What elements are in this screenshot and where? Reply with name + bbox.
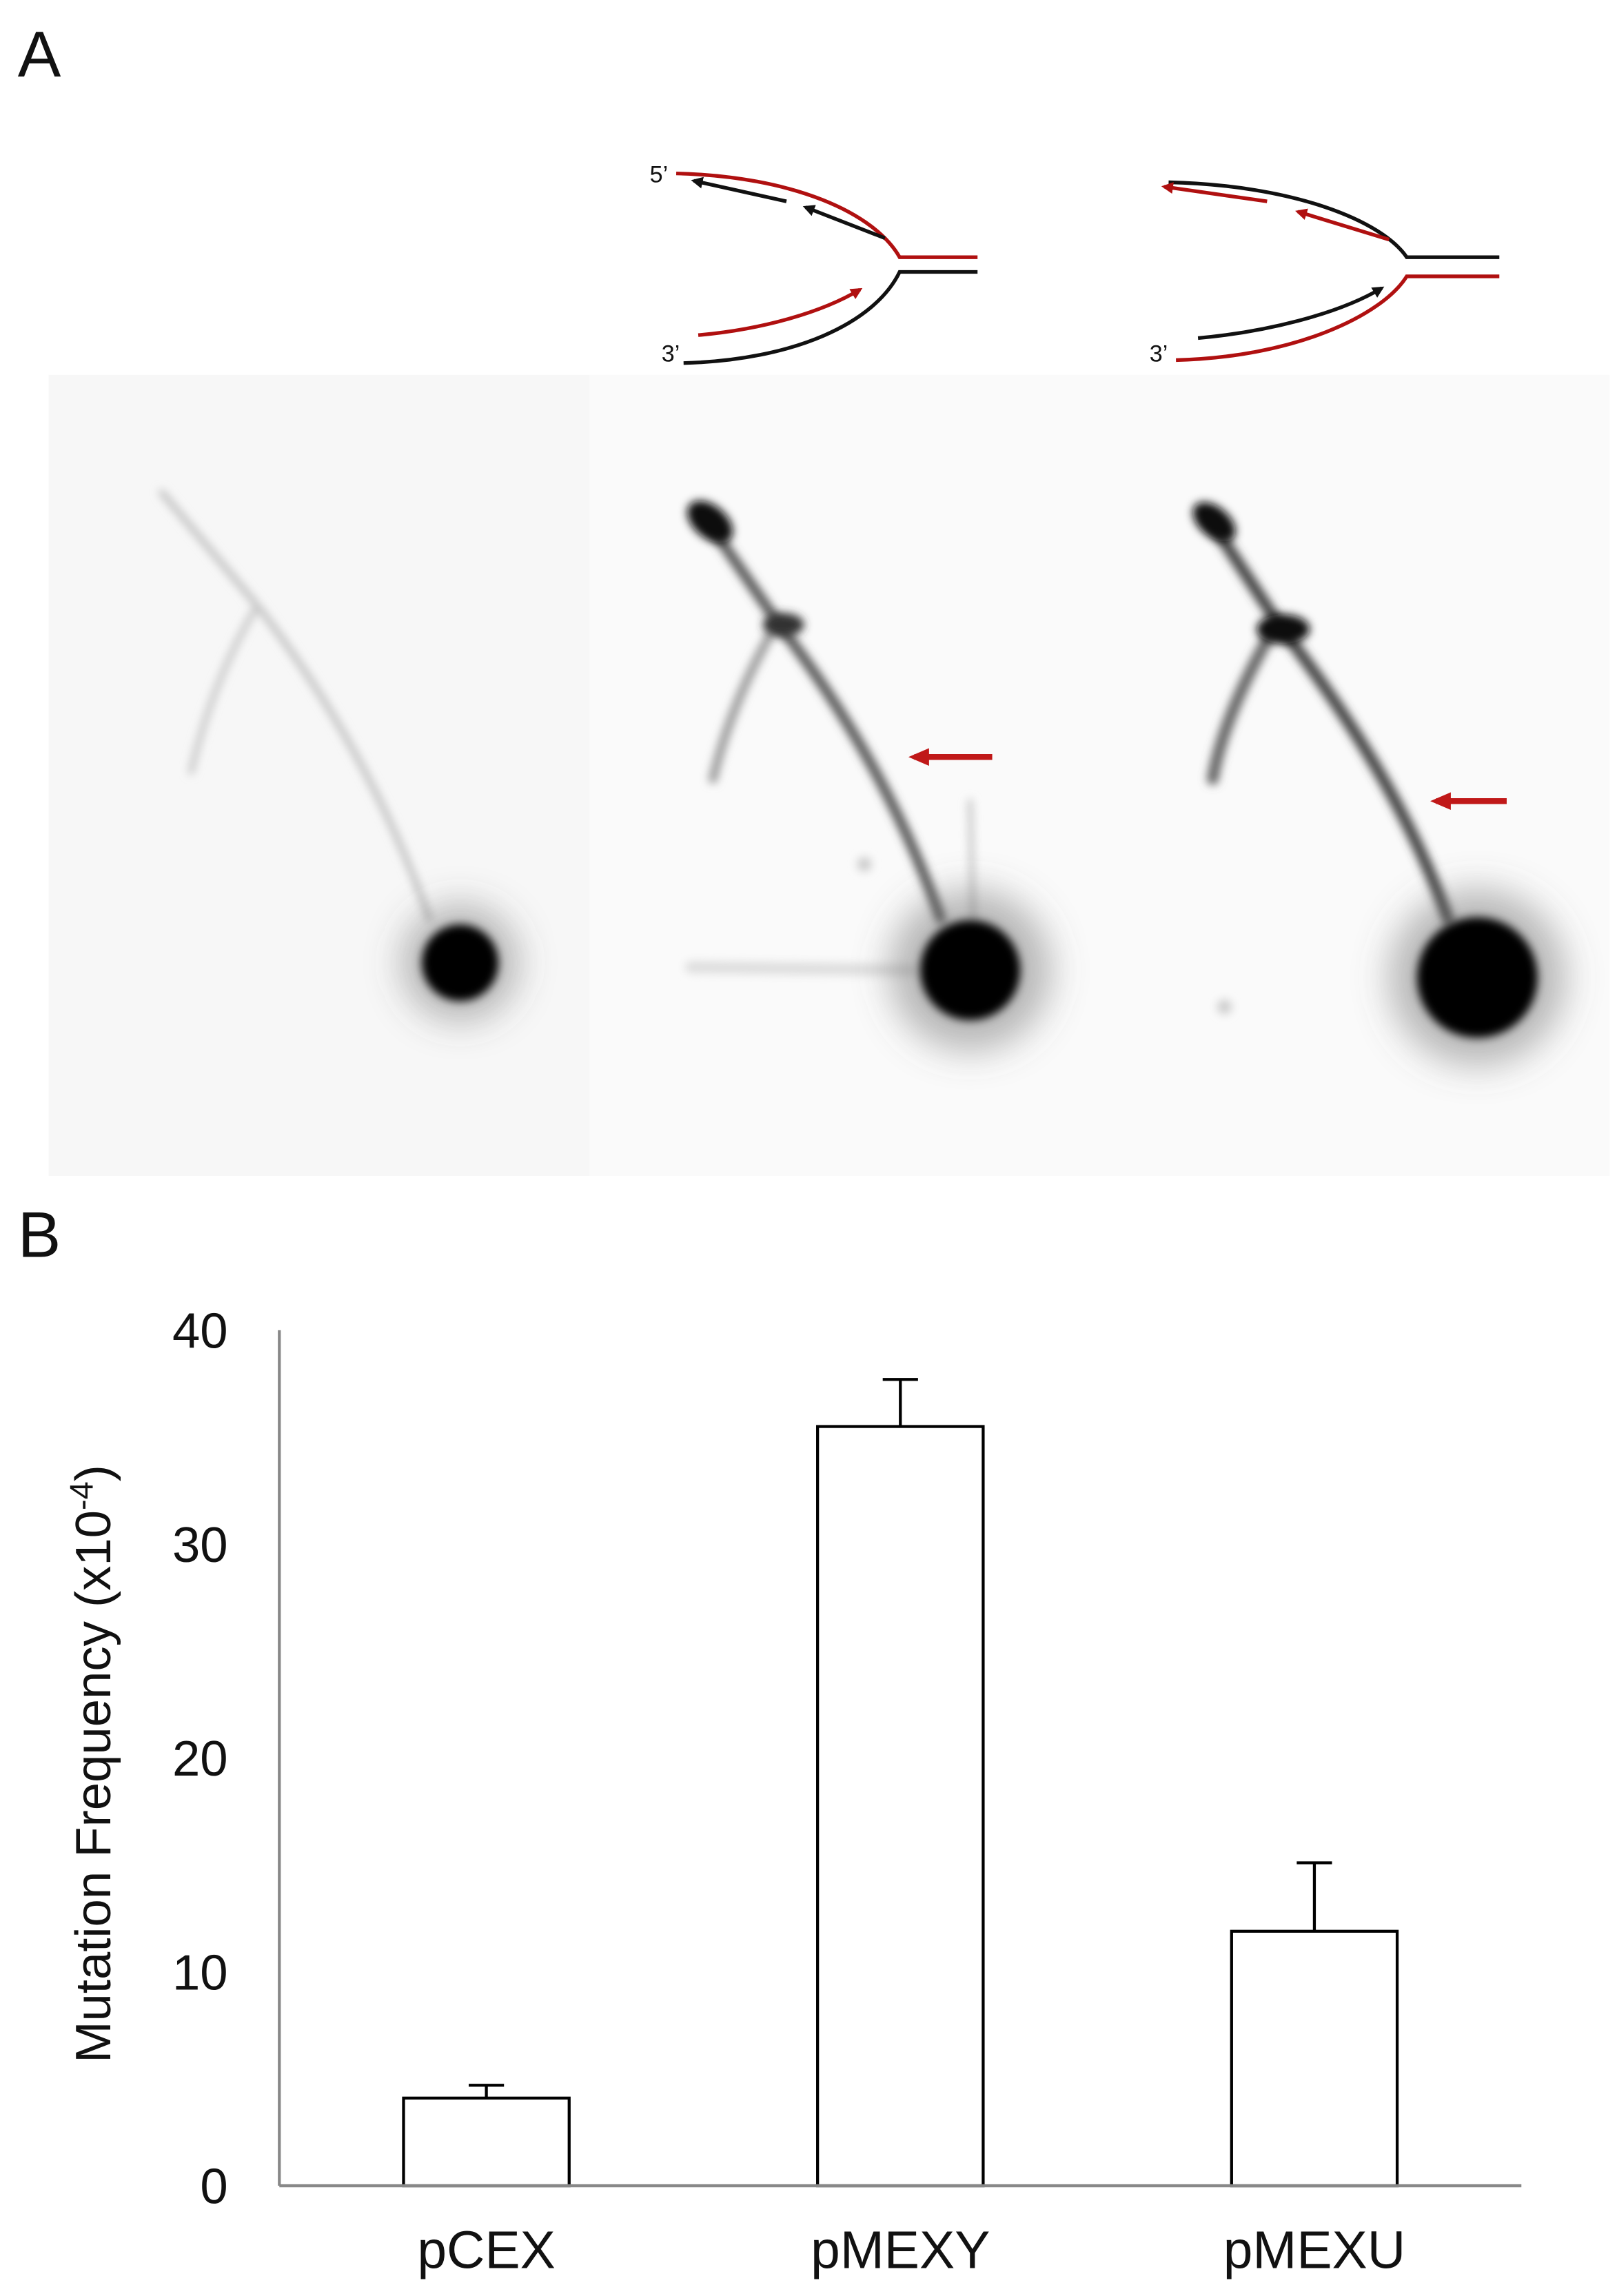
gel-images <box>48 374 1610 1177</box>
fork-diagram <box>676 171 1500 365</box>
panel-label: A <box>18 18 61 90</box>
panel-label: B <box>18 1198 61 1270</box>
strand-end-label: 3’ <box>662 341 680 367</box>
y-axis-label: Mutation Frequency (x10-4) <box>63 1465 121 2063</box>
y-tick-label: 30 <box>172 1517 228 1573</box>
bar <box>816 1425 985 2188</box>
y-tick-label: 0 <box>200 2159 227 2215</box>
x-tick-label: pCEX <box>417 2221 556 2279</box>
x-tick-label: pMEXY <box>811 2221 990 2279</box>
bar <box>1230 1929 1399 2188</box>
y-tick-label: 40 <box>172 1303 228 1359</box>
y-tick-label: 10 <box>172 1944 228 2000</box>
x-tick-label: pMEXU <box>1223 2221 1405 2279</box>
strand-end-label: 5’ <box>650 161 669 187</box>
bar <box>402 2096 571 2188</box>
strand-end-label: 3’ <box>1150 341 1168 367</box>
y-tick-label: 20 <box>172 1731 228 1787</box>
